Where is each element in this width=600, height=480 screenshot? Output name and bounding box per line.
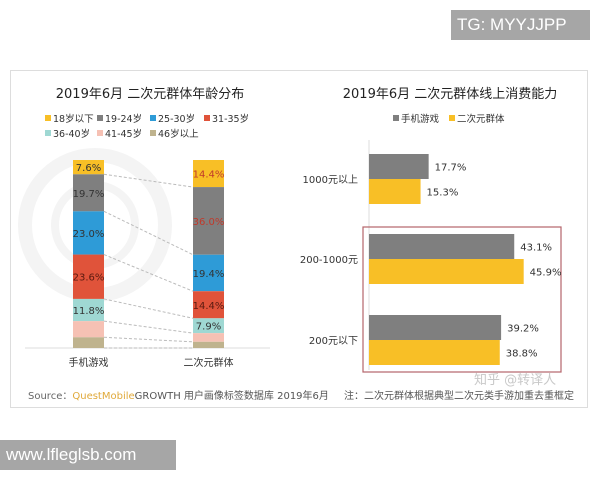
data-label: 15.3% [427,188,459,199]
data-label: 7.6% [76,163,101,174]
legend-label: 19-24岁 [105,113,142,125]
bar-segment [193,254,224,292]
legend-label: 41-45岁 [105,128,142,140]
source-rest: GROWTH 用户画像标签数据库 2019年6月 [135,389,329,402]
bar [369,154,429,179]
connector-line [103,298,194,319]
age-chart: 2019年6月 二次元群体年龄分布 18岁以下 19-24岁 25-30岁 31-35岁… [25,86,270,369]
source-prefix: Source： [28,391,72,402]
legend-label: 46岁以上 [158,128,199,140]
bar-segment [73,254,104,299]
watermark-zhihu: 知乎 @转译人 [474,372,556,388]
chart-title: 2019年6月 二次元群体年龄分布 [56,86,245,102]
data-label: 23.6% [73,273,105,284]
bar [369,315,502,340]
data-label: 38.8% [506,349,538,360]
highlight-box [362,226,562,373]
category-label: 1000元以上 [303,174,358,186]
data-label: 36.0% [193,217,225,228]
category-label: 200-1000元 [300,255,358,266]
legend-swatch [45,115,51,121]
legend-swatch [97,130,103,136]
legend-swatch [97,115,103,121]
legend-label: 手机游戏 [401,113,440,125]
category-label: 手机游戏 [69,356,109,369]
legend-swatch [150,130,156,136]
source-text: Source：QuestMobileGROWTH 用户画像标签数据库 2019年… [28,389,329,402]
data-label: 11.8% [73,306,105,317]
data-label: 43.1% [520,243,552,254]
bar-segment [193,333,224,342]
legend-label: 31-35岁 [212,113,249,125]
source-note: 注：二次元群体根据典型二次元类手游加重去重框定 [344,389,574,402]
bar-segment [73,321,104,338]
bar-segment [73,211,104,255]
bar-segment [193,291,224,319]
data-label: 39.2% [507,324,539,335]
legend-label: 36-40岁 [53,128,90,140]
legend-swatch [45,130,51,136]
legend-swatch [204,115,210,121]
chart-card [10,70,588,408]
bar [369,340,500,365]
site-badge: www.lfleglsb.com [0,440,176,470]
legend-swatch [150,115,156,121]
bar-segment [73,337,104,348]
bar-segment [193,318,224,334]
bar-segment [73,174,104,212]
data-label: 14.4% [193,301,225,312]
legend-swatch [449,115,455,121]
legend-label: 18岁以下 [53,113,94,125]
bar-segment [193,187,224,255]
data-label: 17.7% [435,163,467,174]
category-label: 二次元群体 [184,356,234,369]
legend-label: 二次元群体 [457,113,505,125]
data-label: 19.7% [73,189,105,200]
bar-segment [73,160,104,175]
bar [369,234,515,259]
bar [369,259,524,284]
legend-label: 25-30岁 [158,113,195,125]
connector-line [103,210,194,256]
bar [369,179,421,204]
bar-segment [73,298,104,322]
connector-line [103,254,194,292]
connector-line [103,336,194,343]
source-brand: QuestMobile [72,391,134,402]
data-label: 23.0% [73,229,105,240]
tg-badge: TG: MYYJJPP [451,10,590,40]
data-label: 19.4% [193,269,225,280]
data-label: 7.9% [196,322,221,333]
data-label: 45.9% [530,268,562,279]
connector-line [103,320,194,334]
bar-segment [193,341,224,348]
chart-title: 2019年6月 二次元群体线上消费能力 [343,86,558,102]
bar-segment [193,160,224,188]
legend-swatch [393,115,399,121]
category-label: 200元以下 [309,336,358,347]
data-label: 14.4% [193,170,225,181]
